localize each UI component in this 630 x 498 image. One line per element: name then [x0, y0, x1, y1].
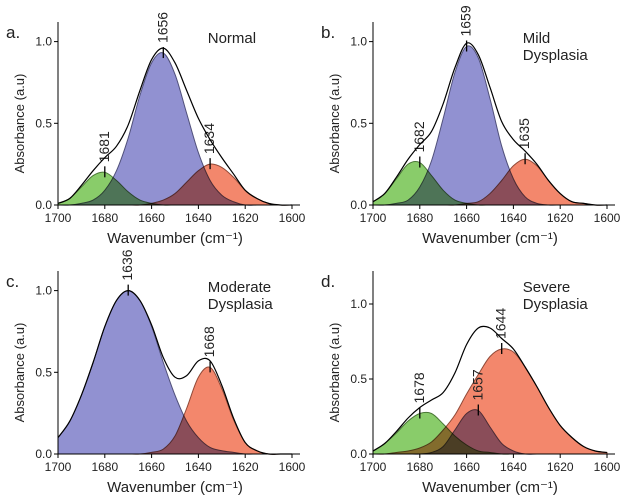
y-tick-label: 0.5: [350, 372, 367, 386]
x-axis-title: Wavenumber (cm⁻¹): [107, 479, 243, 496]
panel: b. 1682 1659 1635 0.0 0.5 1.0 1700 1680 1660 1640 1…: [321, 5, 621, 247]
y-tick-label: 1.0: [35, 35, 52, 49]
x-tick-label: 1680: [91, 460, 118, 474]
x-tick-label: 1660: [453, 460, 480, 474]
panel-label: c.: [6, 272, 19, 291]
x-tick-label: 1640: [185, 211, 212, 225]
x-tick-label: 1620: [232, 460, 259, 474]
x-tick-label: 1660: [138, 211, 165, 225]
envelope-line: [57, 47, 293, 206]
x-axis-title: Wavenumber (cm⁻¹): [422, 230, 558, 247]
y-tick-label: 0.5: [35, 116, 52, 130]
envelope-line: [372, 42, 608, 206]
envelope-line: [372, 325, 608, 454]
x-tick-label: 1700: [360, 460, 387, 474]
x-tick-label: 1640: [500, 211, 527, 225]
peak-label: 1656: [154, 12, 170, 43]
x-tick-label: 1680: [406, 460, 433, 474]
x-tick-label: 1640: [500, 460, 527, 474]
y-tick-label: 0.0: [350, 198, 367, 212]
x-tick-label: 1600: [594, 460, 621, 474]
x-tick-label: 1640: [185, 460, 212, 474]
y-tick-label: 0.0: [350, 447, 367, 461]
y-axis-title: Absorbance (a.u): [12, 74, 27, 174]
panel: c. 1636 1668 0.0 0.5 1.0 1700 1680 1660 1640 1620 1…: [6, 249, 306, 496]
panel-title: Moderate Dysplasia: [207, 279, 273, 313]
y-tick-label: 0.0: [35, 198, 52, 212]
x-tick-label: 1600: [279, 211, 306, 225]
y-tick-label: 1.0: [350, 297, 367, 311]
panel-label: a.: [6, 23, 20, 42]
x-tick-label: 1620: [232, 211, 259, 225]
y-tick-label: 1.0: [350, 35, 367, 49]
peak-label: 1682: [411, 121, 427, 152]
x-tick-label: 1680: [91, 211, 118, 225]
y-tick-label: 0.5: [350, 116, 367, 130]
envelope-line: [57, 290, 292, 455]
panel: d. 1678 1644 1657 0.0 0.5 1.0 1700 1680 1660 1640 1…: [321, 271, 621, 496]
x-tick-label: 1620: [547, 460, 574, 474]
x-tick-label: 1600: [594, 211, 621, 225]
x-tick-label: 1680: [406, 211, 433, 225]
x-tick-label: 1600: [279, 460, 306, 474]
peak-label: 1657: [469, 369, 485, 400]
y-axis-title: Absorbance (a.u): [327, 323, 342, 423]
panel-label: d.: [321, 272, 335, 291]
peak-label: 1636: [119, 249, 135, 280]
x-tick-label: 1700: [360, 211, 387, 225]
y-tick-label: 0.0: [35, 447, 52, 461]
panel-label: b.: [321, 23, 335, 42]
peak-label: 1635: [516, 118, 532, 149]
peak-label: 1681: [96, 131, 112, 162]
peak-label: 1678: [411, 372, 427, 403]
x-tick-label: 1660: [453, 211, 480, 225]
panel-title: Mild Dysplasia: [522, 30, 588, 64]
y-axis-title: Absorbance (a.u): [12, 323, 27, 423]
x-tick-label: 1660: [138, 460, 165, 474]
peak-label: 1659: [458, 5, 474, 36]
x-tick-label: 1700: [45, 460, 72, 474]
peak-label: 1668: [201, 326, 217, 357]
x-axis-title: Wavenumber (cm⁻¹): [422, 479, 558, 496]
y-tick-label: 0.5: [35, 365, 52, 379]
component-area: [57, 290, 292, 455]
panel-title: Severe Dysplasia: [522, 279, 588, 313]
y-tick-label: 1.0: [35, 284, 52, 298]
y-axis-title: Absorbance (a.u): [327, 74, 342, 174]
panel-title: Normal: [207, 30, 257, 47]
x-tick-label: 1620: [547, 211, 574, 225]
peak-label: 1644: [493, 308, 509, 339]
x-tick-label: 1700: [45, 211, 72, 225]
x-axis-title: Wavenumber (cm⁻¹): [107, 230, 243, 247]
